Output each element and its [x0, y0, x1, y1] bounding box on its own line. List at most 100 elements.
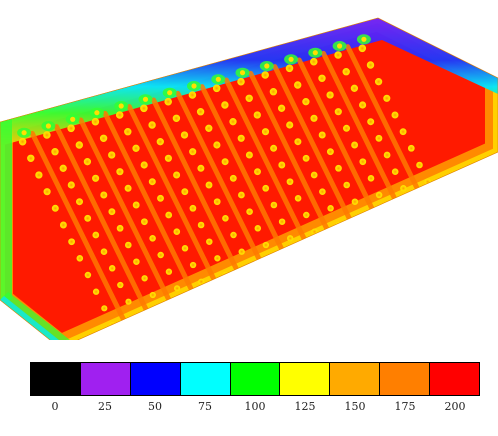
edge-heater-dot — [45, 123, 52, 129]
heater-dot — [229, 174, 237, 182]
heater-dot — [205, 124, 213, 132]
color-scale-ticks: 0 25 50 75 100 125 150 175 200 — [30, 400, 480, 416]
heater-dot — [334, 51, 342, 59]
heater-dot — [416, 218, 423, 225]
heater-dot — [125, 298, 132, 305]
legend-swatch-200 — [430, 363, 480, 395]
heater-dot — [375, 191, 383, 199]
heater-dot — [279, 275, 286, 282]
heater-dot — [124, 127, 132, 136]
legend-swatch-25 — [80, 363, 131, 395]
edge-heater-dot — [264, 63, 270, 69]
heater-dot — [343, 238, 351, 245]
heater-dot — [157, 194, 164, 202]
heater-dot — [400, 241, 407, 249]
heater-dot — [286, 121, 294, 129]
heater-dot — [148, 121, 156, 129]
heater-dot — [115, 111, 124, 119]
heater-dot — [383, 151, 391, 159]
heater-dot — [270, 258, 278, 265]
heater-dot — [350, 84, 359, 92]
heater-dot — [67, 124, 75, 133]
heater-dot — [173, 285, 181, 292]
heater-dot — [173, 228, 181, 236]
heater-dot — [92, 174, 100, 182]
heater-dot — [318, 74, 326, 83]
heater-dot — [261, 128, 270, 136]
heater-dot — [424, 235, 431, 242]
heater-dot — [172, 114, 181, 123]
heater-dot — [206, 295, 213, 302]
heater-dot — [92, 231, 100, 239]
heater-dot — [391, 111, 399, 119]
edge-heater-dot — [142, 96, 149, 102]
heat-band — [54, 124, 158, 330]
heater-dot — [278, 218, 286, 225]
heater-dot — [35, 171, 43, 179]
heater-dot — [392, 225, 399, 232]
heater-dot — [84, 214, 92, 222]
heater-dot — [117, 281, 124, 289]
heater-dot — [302, 98, 310, 106]
edge-heater-dot — [361, 36, 367, 42]
heater-dot — [222, 214, 229, 222]
heater-dot — [205, 181, 213, 189]
heater-dot — [374, 78, 383, 86]
heat-band — [78, 117, 182, 323]
heater-dot — [254, 168, 261, 176]
heater-dot — [43, 131, 51, 139]
heater-dot — [51, 147, 59, 156]
edge-heater-dot — [337, 43, 343, 49]
edge-heater-dot — [118, 103, 124, 109]
heater-dot — [359, 101, 367, 109]
heater-dot — [197, 221, 205, 229]
heat-band — [29, 130, 133, 336]
heater-dot — [132, 201, 140, 209]
heater-dot — [269, 87, 278, 96]
heat-band — [126, 104, 230, 310]
heater-dot — [141, 218, 148, 226]
heater-dot — [68, 238, 75, 246]
legend-swatch-0 — [31, 363, 81, 395]
heater-dots — [17, 34, 456, 329]
heater-dot — [214, 255, 221, 262]
heater-dot — [327, 261, 334, 269]
heater-dot — [326, 91, 334, 99]
heater-dot — [180, 131, 189, 139]
heater-dot — [303, 211, 310, 219]
heater-dot — [124, 241, 132, 249]
heater-dot — [262, 241, 270, 249]
legend-tick-label: 125 — [294, 400, 316, 413]
legend-swatch-100 — [230, 363, 281, 395]
heater-dot — [206, 238, 213, 245]
heater-dot — [101, 305, 108, 312]
heater-dot — [124, 184, 132, 192]
heater-dot — [197, 164, 205, 172]
heater-dot — [18, 137, 27, 146]
heater-dot — [367, 174, 375, 182]
heater-dot — [108, 265, 116, 272]
heater-dot — [189, 148, 197, 156]
heater-dot — [156, 138, 164, 146]
heater-dot — [59, 164, 67, 172]
heater-dot — [182, 301, 189, 309]
heater-dot — [367, 118, 375, 126]
heater-dot — [310, 114, 318, 122]
heater-dot — [376, 248, 383, 255]
heater-dot — [287, 235, 294, 242]
heater-dot — [84, 271, 92, 279]
legend-tick-label: 50 — [148, 400, 162, 413]
heater-dot — [140, 104, 148, 113]
edge-heater-dot — [167, 90, 173, 96]
heater-dot — [108, 208, 116, 216]
edge-heater-dot — [191, 83, 197, 89]
heater-dot — [254, 225, 262, 232]
heater-dot — [318, 131, 326, 139]
heater-dot — [303, 268, 310, 275]
heat-band — [102, 110, 206, 316]
heater-dot — [116, 168, 124, 176]
heater-dot — [295, 251, 302, 259]
legend-tick-label: 0 — [51, 400, 59, 413]
heater-dot — [416, 161, 423, 169]
heater-dot — [133, 258, 140, 265]
